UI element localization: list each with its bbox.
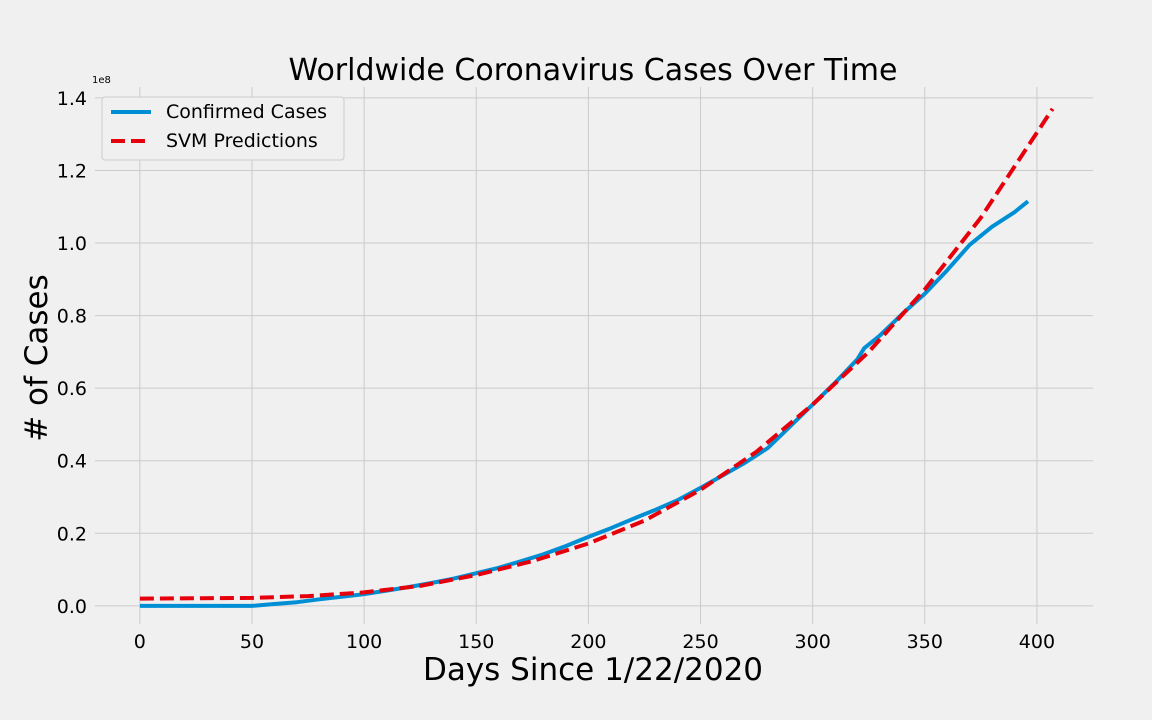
- x-tick-label: 100: [346, 631, 382, 653]
- x-axis-label: Days Since 1/22/2020: [423, 652, 763, 688]
- legend: Confirmed Cases SVM Predictions: [101, 96, 345, 161]
- y-axis-label: # of Cases: [19, 274, 55, 442]
- legend-box: [101, 96, 345, 161]
- x-tick-label: 150: [458, 631, 494, 653]
- legend-label-confirmed: Confirmed Cases: [166, 101, 327, 123]
- x-tick-label: 200: [570, 631, 606, 653]
- y-tick-label: 0.2: [57, 523, 87, 545]
- y-tick-label: 1.4: [57, 88, 87, 110]
- y-tick-label: 0.6: [57, 378, 87, 400]
- chart-title: Worldwide Coronavirus Cases Over Time: [289, 53, 898, 88]
- legend-label-svm: SVM Predictions: [166, 130, 318, 152]
- ticks: 0 50 100 150 200 250 300 350 400 0.0 0.2 0.4 0.6 0.8 1…: [57, 88, 1055, 653]
- x-tick-label: 350: [907, 631, 943, 653]
- x-tick-label: 0: [134, 631, 146, 653]
- x-tick-label: 50: [240, 631, 264, 653]
- x-tick-label: 250: [682, 631, 718, 653]
- y-tick-label: 1.2: [57, 160, 87, 182]
- y-tick-label: 0.0: [57, 596, 87, 618]
- y-tick-label: 1.0: [57, 233, 87, 255]
- y-tick-label: 0.4: [57, 451, 87, 473]
- svm-predictions-line: [139, 107, 1055, 601]
- x-tick-label: 300: [795, 631, 831, 653]
- x-tick-label: 400: [1019, 631, 1055, 653]
- series-layer: [139, 107, 1055, 608]
- y-tick-label: 0.8: [57, 306, 87, 328]
- y-offset-label: 1e8: [92, 75, 111, 86]
